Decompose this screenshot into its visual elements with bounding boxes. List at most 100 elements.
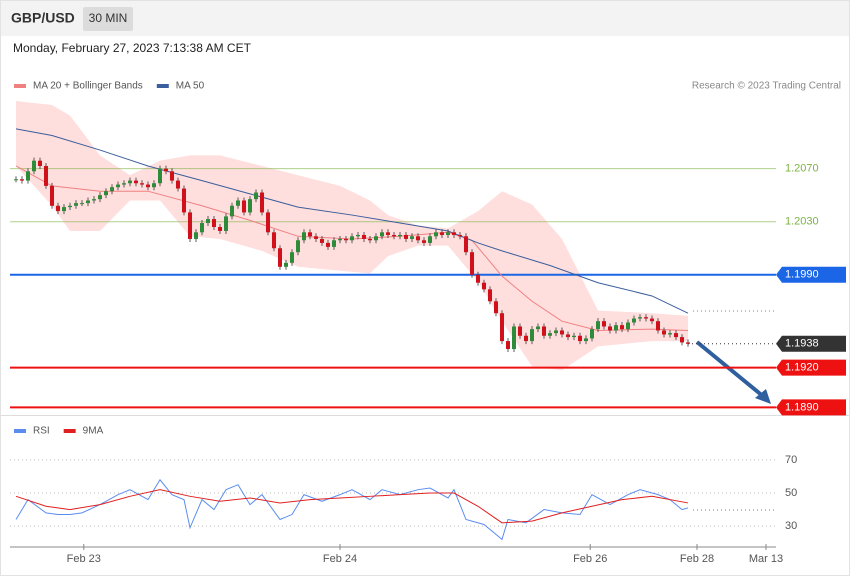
candle-body <box>500 313 504 342</box>
candle-body <box>92 199 96 201</box>
x-tick-label: Feb 26 <box>573 553 607 565</box>
candle-body <box>86 200 90 204</box>
candle-body <box>554 330 558 334</box>
candle-body <box>644 317 648 319</box>
legend-label: 9MA <box>83 426 104 437</box>
level-label: 1.1990 <box>785 269 819 281</box>
candle-body <box>674 333 678 338</box>
level-badge <box>776 335 846 352</box>
legend-swatch <box>156 84 169 88</box>
level-label: 1.1938 <box>785 338 819 350</box>
candle-body <box>404 234 408 239</box>
candle-body <box>110 187 114 192</box>
candle-body <box>422 240 426 243</box>
candle-body <box>536 326 540 330</box>
candle-body <box>50 185 54 206</box>
rsi-line <box>15 489 689 524</box>
candle-body <box>188 212 192 239</box>
y-tick-label: 70 <box>785 454 797 466</box>
timeframe: 30 MIN <box>89 11 128 25</box>
candle-body <box>56 205 60 212</box>
level-label: 1.1920 <box>785 362 819 374</box>
candle-body <box>80 203 84 205</box>
candle-body <box>254 192 258 200</box>
candle-body <box>200 223 204 233</box>
candle-body <box>368 238 372 241</box>
candle-body <box>14 179 18 181</box>
candle-body <box>38 160 42 166</box>
candle-body <box>416 236 420 241</box>
candle-body <box>476 274 480 283</box>
legend-label: MA 20 + Bollinger Bands <box>33 81 143 92</box>
candle-body <box>446 232 450 235</box>
candle-body <box>398 234 402 237</box>
candle-body <box>296 240 300 253</box>
candle-body <box>176 180 180 189</box>
candle-body <box>302 232 306 241</box>
candle-body <box>20 179 24 181</box>
legend-label: RSI <box>33 426 50 437</box>
candle-body <box>230 205 234 217</box>
candle-body <box>626 322 630 330</box>
candle-body <box>380 232 384 237</box>
timestamp: Monday, February 27, 2023 7:13:38 AM CET <box>13 41 252 55</box>
x-tick-label: Feb 24 <box>323 553 357 565</box>
legend-swatch <box>14 84 26 88</box>
candle-body <box>140 183 144 185</box>
x-tick-label: Feb 28 <box>680 553 714 565</box>
candle-body <box>164 168 168 172</box>
x-tick-label: Feb 23 <box>67 553 101 565</box>
symbol: GBP/USD <box>11 10 75 26</box>
candle-body <box>542 326 546 336</box>
candle-body <box>638 317 642 319</box>
candle-body <box>260 192 264 213</box>
candle-body <box>488 289 492 302</box>
candle-body <box>290 252 294 263</box>
candle-body <box>602 321 606 327</box>
candle-body <box>266 212 270 233</box>
candle-body <box>332 240 336 247</box>
candle-body <box>116 184 120 188</box>
candle-body <box>458 234 462 237</box>
candle-body <box>530 329 534 342</box>
candle-body <box>242 200 246 213</box>
candle-body <box>218 227 222 231</box>
candle-body <box>362 234 366 239</box>
candle-body <box>350 236 354 241</box>
level-badge <box>776 399 846 416</box>
candle-body <box>62 207 66 212</box>
timeframe-box <box>83 7 133 31</box>
candle-body <box>308 232 312 237</box>
candle-body <box>578 335 582 342</box>
candle-body <box>566 334 570 338</box>
candle-body <box>392 234 396 237</box>
level-label: 1.2030 <box>785 216 819 228</box>
candle-body <box>656 321 660 331</box>
candle-body <box>284 262 288 267</box>
candle-body <box>668 333 672 335</box>
candle-body <box>440 232 444 235</box>
candle-body <box>32 160 36 172</box>
candle-body <box>128 180 132 184</box>
credit: Research © 2023 Trading Central <box>692 81 841 92</box>
candle-body <box>518 326 522 336</box>
level-label: 1.1890 <box>785 401 819 413</box>
candle-body <box>344 238 348 241</box>
candle-body <box>68 205 72 208</box>
legend-swatch <box>14 429 26 433</box>
level-label: 1.2070 <box>785 163 819 175</box>
candle-body <box>134 180 138 184</box>
candle-body <box>620 325 624 330</box>
candle-body <box>662 330 666 335</box>
candle-body <box>194 232 198 239</box>
candle-body <box>170 171 174 181</box>
legend-label: MA 50 <box>176 81 205 92</box>
candle-body <box>158 168 162 184</box>
candle-body <box>428 236 432 243</box>
candle-body <box>560 330 564 335</box>
candle-body <box>524 335 528 342</box>
candle-body <box>338 238 342 241</box>
candle-body <box>320 238 324 243</box>
candle-body <box>146 184 150 188</box>
